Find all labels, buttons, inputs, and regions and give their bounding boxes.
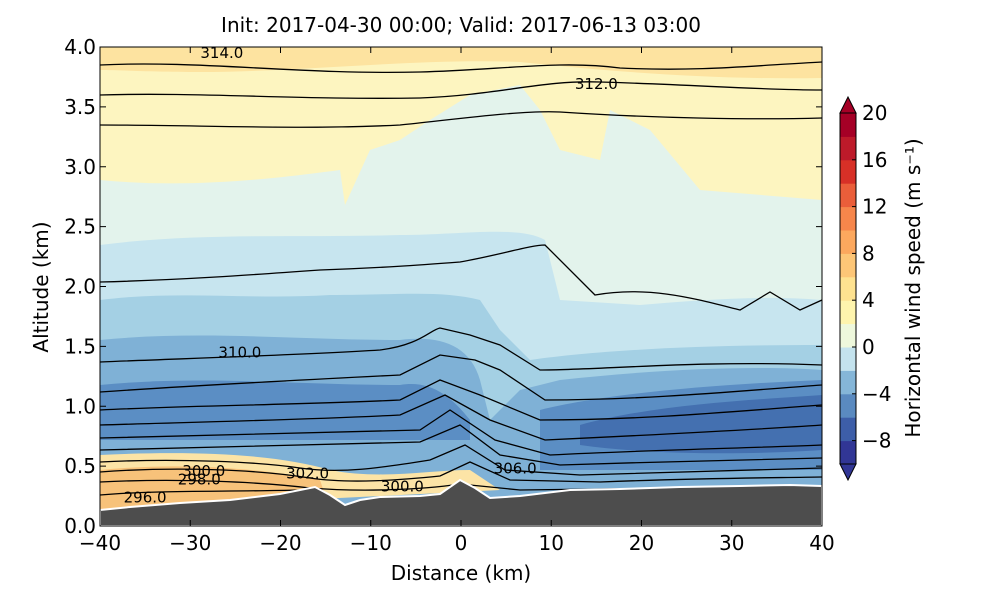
contour-label: 300.0: [182, 462, 225, 480]
y-tick-label: 3.0: [64, 155, 96, 179]
y-axis-label: Altitude (km): [29, 221, 53, 352]
x-tick-label: −30: [169, 531, 211, 555]
colorbar-segment: [840, 370, 856, 395]
colorbar-frame: [839, 112, 857, 465]
colorbar-segment: [840, 206, 856, 231]
colorbar-tick-label: 12: [862, 195, 887, 219]
y-tick-label: 4.0: [64, 35, 96, 59]
x-tick-label: 30: [719, 531, 744, 555]
colorbar-segment: [840, 323, 856, 348]
colorbar-tick-label: −4: [862, 382, 891, 406]
field-band: [100, 47, 822, 79]
colorbar-label: Horizontal wind speed (m s⁻¹): [901, 138, 925, 437]
colorbar-tick-label: 8: [862, 241, 875, 265]
colorbar-segment: [840, 276, 856, 301]
colorbar-segment: [840, 183, 856, 208]
colorbar-segment: [840, 417, 856, 442]
field: [100, 47, 822, 526]
y-tick-label: 0.0: [64, 514, 96, 538]
x-tick-label: 40: [809, 531, 834, 555]
contour-label: 306.0: [494, 460, 537, 478]
colorbar-segment: [840, 230, 856, 254]
contour-label: 302.0: [286, 464, 329, 482]
colorbar-extend: [839, 95, 857, 114]
contour-label: 312.0: [575, 75, 618, 93]
y-tick-label: 1.5: [64, 334, 96, 358]
contour-label: 298.0: [178, 470, 221, 488]
contour-label: 300.0: [381, 477, 424, 495]
y-tick-label: 1.0: [64, 394, 96, 418]
colorbar-tick-label: 20: [862, 101, 887, 125]
colorbar-segment: [840, 440, 856, 465]
colorbar-segment: [840, 300, 856, 325]
colorbar-segment: [840, 393, 856, 418]
x-tick-label: −10: [350, 531, 392, 555]
x-tick-label: −40: [79, 531, 121, 555]
x-tick-label: 10: [539, 531, 564, 555]
colorbar-segment: [840, 253, 856, 278]
colorbar-segment: [840, 347, 856, 371]
contour-label: 296.0: [124, 488, 167, 506]
contour-label: 314.0: [200, 44, 243, 62]
contour-lines: [100, 61, 822, 496]
y-tick-label: 2.5: [64, 215, 96, 239]
colorbar-tick-label: 0: [862, 335, 875, 359]
chart-title: Init: 2017-04-30 00:00; Valid: 2017-06-1…: [221, 13, 701, 37]
x-tick-label: −20: [259, 531, 301, 555]
contour-label: 310.0: [218, 343, 261, 361]
x-tick-label: 0: [455, 531, 468, 555]
colorbar-tick-label: 4: [862, 288, 875, 312]
y-tick-label: 2.0: [64, 275, 96, 299]
colorbar-tick-label: 16: [862, 148, 887, 172]
colorbar-extend: [839, 463, 857, 482]
y-tick-label: 0.5: [64, 454, 96, 478]
y-tick-label: 3.5: [64, 95, 96, 119]
colorbar-segment: [840, 113, 856, 137]
colorbar-segment: [840, 136, 856, 161]
colorbar-tick-label: −8: [862, 429, 891, 453]
x-tick-label: 20: [629, 531, 654, 555]
terrain: [100, 478, 822, 526]
x-axis-label: Distance (km): [391, 561, 531, 585]
colorbar-segment: [840, 159, 856, 184]
